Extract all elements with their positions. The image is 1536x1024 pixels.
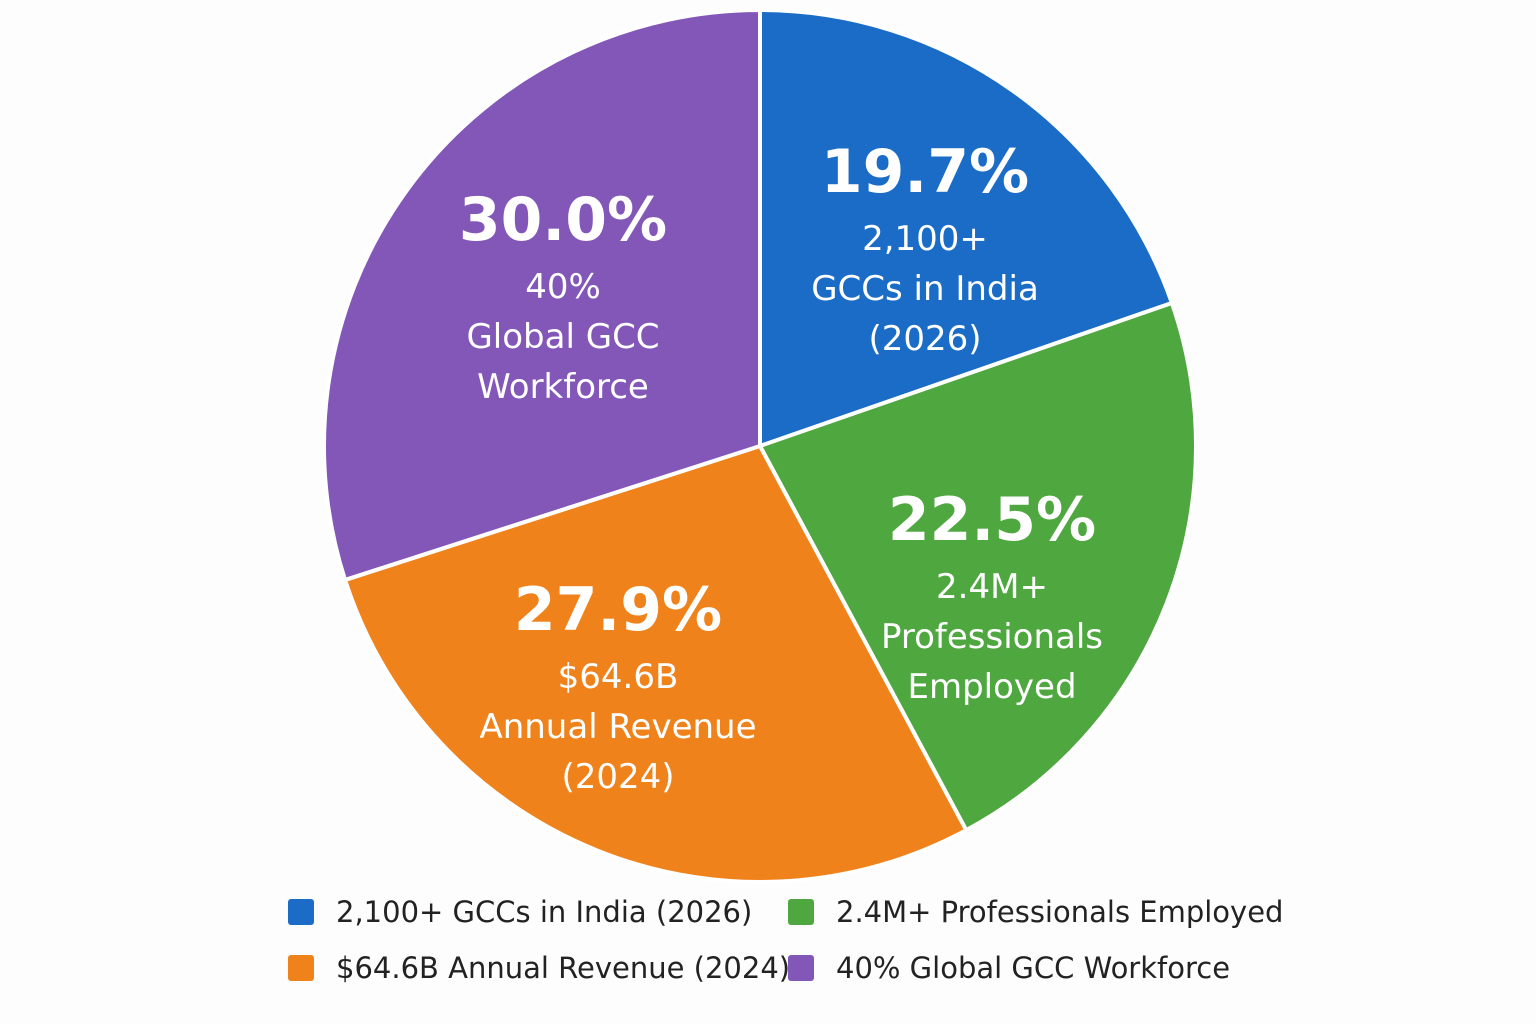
legend: 2,100+ GCCs in India (2026) 2.4M+ Profes… — [288, 895, 1288, 985]
pie-slice-professionals — [758, 300, 1198, 833]
legend-item-gccs: 2,100+ GCCs in India (2026) — [288, 895, 788, 929]
legend-label-revenue: $64.6B Annual Revenue (2024) — [336, 951, 791, 985]
slice-label-professionals-line-1: 2.4M+ — [936, 567, 1048, 607]
slice-label-professionals-line-2: Professionals — [881, 617, 1103, 657]
legend-item-revenue: $64.6B Annual Revenue (2024) — [288, 951, 791, 985]
legend-label-professionals: 2.4M+ Professionals Employed — [836, 895, 1284, 929]
slice-label-workforce-line-1: 40% — [525, 267, 601, 307]
slice-label-workforce-line-2: Global GCC — [466, 317, 659, 357]
slice-percent-workforce: 30.0% — [459, 185, 667, 255]
slice-label-revenue-line-1: $64.6B — [558, 657, 679, 697]
legend-swatch-revenue — [288, 955, 314, 981]
legend-swatch-workforce — [788, 955, 814, 981]
legend-swatch-professionals — [788, 899, 814, 925]
slice-label-workforce-line-3: Workforce — [477, 367, 649, 407]
legend-swatch-gccs — [288, 899, 314, 925]
slice-percent-revenue: 27.9% — [514, 575, 722, 645]
pie-slice-workforce — [322, 8, 762, 582]
pie-slices — [322, 8, 1198, 884]
legend-label-workforce: 40% Global GCC Workforce — [836, 951, 1231, 985]
slice-label-professionals-line-3: Employed — [907, 667, 1076, 707]
slice-label-revenue-line-2: Annual Revenue — [479, 707, 756, 747]
legend-label-gccs: 2,100+ GCCs in India (2026) — [336, 895, 753, 929]
slice-label-gccs-line-1: 2,100+ — [862, 219, 988, 259]
pie-slice-revenue — [343, 444, 969, 884]
slice-percent-professionals: 22.5% — [888, 485, 1096, 555]
slice-label-gccs-line-3: (2026) — [868, 319, 981, 359]
pie-labels: 19.7% 2,100+ GCCs in India (2026) 22.5% 2.4M+… — [459, 137, 1103, 797]
slice-percent-gccs: 19.7% — [821, 137, 1029, 207]
legend-item-workforce: 40% Global GCC Workforce — [788, 951, 1288, 985]
slice-label-gccs-line-2: GCCs in India — [811, 269, 1039, 309]
legend-item-professionals: 2.4M+ Professionals Employed — [788, 895, 1288, 929]
slice-label-revenue-line-3: (2024) — [561, 757, 674, 797]
pie-chart: 19.7% 2,100+ GCCs in India (2026) 22.5% 2.4M+… — [322, 8, 1198, 884]
